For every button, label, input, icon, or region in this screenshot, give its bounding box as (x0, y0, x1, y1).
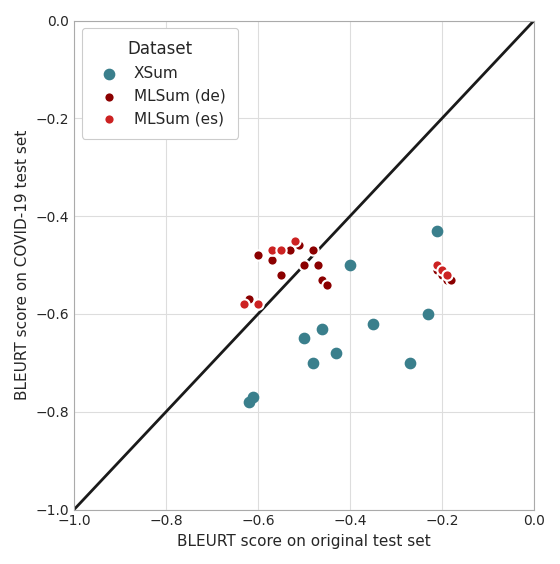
MLSum (de) (277, 270, 286, 279)
Y-axis label: BLEURT score on COVID-19 test set: BLEURT score on COVID-19 test set (15, 130, 30, 400)
MLSum (de) (323, 280, 332, 289)
MLSum (es) (433, 261, 442, 270)
XSum (332, 349, 340, 358)
Legend: XSum, MLSum (de), MLSum (es): XSum, MLSum (de), MLSum (es) (82, 28, 237, 139)
XSum (309, 358, 318, 367)
MLSum (de) (437, 270, 446, 279)
MLSum (de) (309, 246, 318, 255)
X-axis label: BLEURT score on original test set: BLEURT score on original test set (177, 534, 431, 549)
MLSum (es) (267, 246, 276, 255)
XSum (300, 334, 309, 343)
MLSum (de) (442, 275, 451, 284)
XSum (346, 261, 354, 270)
MLSum (de) (267, 255, 276, 265)
MLSum (es) (240, 299, 249, 309)
MLSum (de) (286, 246, 295, 255)
MLSum (de) (447, 275, 456, 284)
XSum (318, 324, 327, 333)
XSum (424, 310, 433, 319)
XSum (249, 393, 258, 402)
MLSum (es) (437, 266, 446, 275)
XSum (405, 358, 414, 367)
MLSum (de) (254, 251, 263, 260)
MLSum (de) (318, 275, 327, 284)
MLSum (de) (300, 261, 309, 270)
MLSum (es) (442, 270, 451, 279)
MLSum (de) (295, 241, 304, 250)
MLSum (de) (314, 261, 323, 270)
MLSum (es) (277, 246, 286, 255)
XSum (368, 319, 377, 328)
XSum (244, 398, 253, 407)
MLSum (de) (433, 266, 442, 275)
MLSum (es) (291, 236, 300, 245)
MLSum (de) (244, 295, 253, 304)
XSum (433, 226, 442, 235)
MLSum (es) (254, 299, 263, 309)
